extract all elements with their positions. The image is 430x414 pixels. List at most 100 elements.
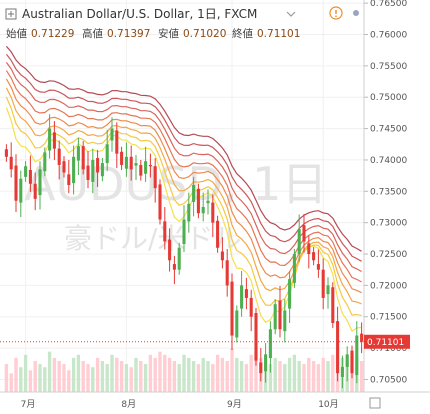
- candle: [206, 189, 210, 215]
- candle: [307, 235, 311, 269]
- last-price-label: 0.71101: [367, 338, 404, 348]
- candle-body: [360, 333, 364, 342]
- candle-body: [72, 156, 76, 184]
- candle: [302, 213, 306, 253]
- candle-body: [312, 252, 316, 261]
- title-dropdown-icon[interactable]: [286, 11, 296, 17]
- volume-bar: [215, 354, 220, 392]
- expand-toggle-icon[interactable]: [5, 8, 17, 20]
- volume-bar: [124, 364, 129, 392]
- volume-bar: [4, 364, 9, 392]
- candle-body: [230, 281, 234, 336]
- candle: [326, 277, 330, 309]
- volume-bar: [244, 364, 249, 392]
- volume-bar: [38, 364, 42, 392]
- candle: [4, 144, 8, 162]
- time-tick-label: 8月: [121, 399, 136, 410]
- candle: [57, 140, 61, 180]
- candle: [220, 237, 224, 269]
- candle: [134, 154, 138, 181]
- candle-body: [38, 169, 42, 196]
- price-tick-label: 0.74000: [370, 156, 407, 166]
- high-label: 高値: [82, 27, 103, 40]
- candle-body: [254, 312, 258, 361]
- price-tick-label: 0.74500: [370, 125, 407, 135]
- candle: [139, 159, 143, 181]
- volume-bar: [326, 361, 330, 392]
- candle: [100, 158, 104, 182]
- candle-body: [52, 132, 56, 149]
- candle: [62, 156, 66, 178]
- candle-body: [76, 146, 80, 161]
- ma-ribbon: [5, 45, 362, 332]
- candle-body: [182, 219, 186, 244]
- candle: [259, 348, 263, 382]
- candle: [244, 277, 248, 310]
- volume-bar: [71, 357, 76, 392]
- volume-bar: [19, 367, 23, 392]
- volume-bar: [206, 361, 210, 392]
- volume-bar: [177, 364, 181, 392]
- candle: [336, 306, 340, 382]
- price-tick-label: 0.75000: [370, 93, 407, 103]
- candle: [201, 192, 205, 222]
- candle: [19, 170, 23, 218]
- volume-bar: [62, 364, 66, 392]
- volume-bar: [359, 361, 364, 392]
- candle: [225, 248, 229, 297]
- price-axis: 0.70500 0.71000 0.71500 0.72000 0.72500 0.730…: [364, 0, 407, 385]
- watermark-name: 豪ドル/米ドル: [64, 222, 241, 255]
- candle: [28, 155, 32, 192]
- candle-body: [192, 185, 196, 202]
- candle: [268, 321, 272, 373]
- alert-icon[interactable]: [329, 6, 343, 20]
- candle: [216, 215, 220, 253]
- candle-body: [264, 354, 268, 372]
- candle: [14, 154, 18, 212]
- candle-body: [139, 164, 143, 176]
- ma-ribbon-line: [5, 96, 362, 317]
- volume-bar: [225, 361, 229, 392]
- low-label: 安値: [158, 27, 179, 40]
- candle: [52, 121, 56, 160]
- volume-bar: [302, 364, 306, 392]
- volume-bar: [235, 357, 239, 392]
- ma-ribbon-line: [5, 87, 362, 305]
- price-tick-label: 0.71500: [370, 313, 407, 323]
- candle: [96, 149, 100, 187]
- candle: [148, 153, 152, 178]
- price-tick-label: 0.76000: [370, 30, 407, 40]
- candle-body: [24, 166, 28, 177]
- candle-body: [249, 297, 253, 317]
- candle-body: [158, 184, 162, 220]
- candle: [331, 282, 335, 329]
- candle: [115, 122, 119, 169]
- volume-bar: [220, 357, 225, 392]
- candle-body: [172, 264, 176, 270]
- volume-bar: [283, 364, 287, 392]
- volume-bar: [211, 364, 215, 392]
- candle-body: [326, 285, 330, 295]
- candle: [67, 159, 71, 194]
- grid-lines: [0, 0, 364, 392]
- candle: [158, 179, 162, 225]
- volume-bar: [91, 367, 95, 392]
- candle-body: [321, 269, 325, 298]
- candle-body: [302, 225, 306, 242]
- candle-body: [225, 260, 229, 286]
- symbol-title[interactable]: Australian Dollar/U.S. Dollar, 1日, FXCM: [22, 7, 257, 21]
- candle-body: [48, 128, 52, 151]
- volume-bar: [110, 354, 114, 392]
- price-tick-label: 0.71000: [370, 344, 407, 354]
- candle-body: [259, 362, 263, 374]
- volume-bar: [316, 364, 321, 392]
- candle-body: [355, 335, 359, 376]
- candle: [292, 248, 296, 288]
- candle-body: [86, 165, 90, 181]
- settings-dot-icon[interactable]: [353, 10, 359, 16]
- candle-body: [43, 152, 47, 172]
- candle-body: [81, 146, 85, 170]
- scale-settings-icon[interactable]: [369, 397, 381, 409]
- candle-body: [273, 304, 277, 330]
